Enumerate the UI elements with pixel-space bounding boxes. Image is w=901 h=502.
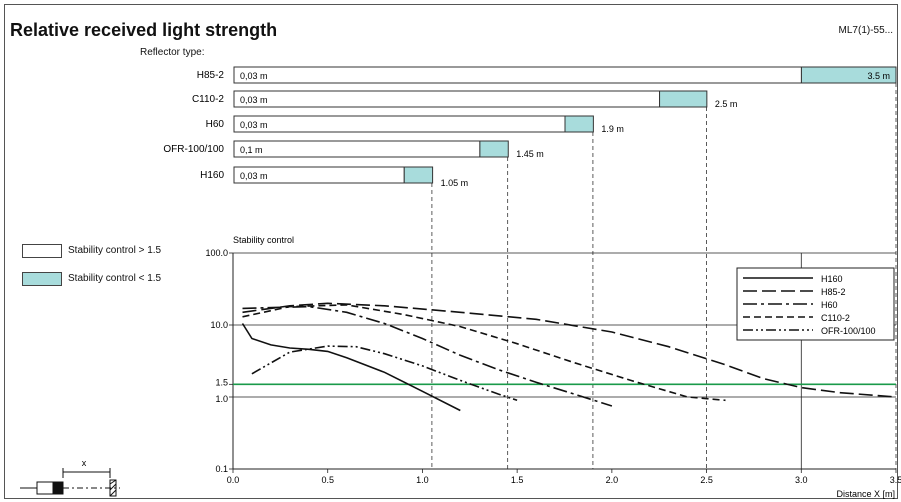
bar-end-label: 1.45 m <box>516 149 544 159</box>
bar-unstable-segment <box>479 140 509 158</box>
y-tick-label: 100.0 <box>205 248 228 258</box>
y-tick-label: 0.1 <box>215 464 228 474</box>
legend-series-label: H85-2 <box>821 287 846 297</box>
product-code: ML7(1)-55... <box>838 25 893 36</box>
y-tick-label: 1.5 <box>215 377 228 387</box>
bar-start-label: 0,03 m <box>240 95 268 105</box>
bar-reflector-name: C110-2 <box>192 94 224 105</box>
bar-start-label: 0,03 m <box>240 171 268 181</box>
y-axis-label: Stability control <box>233 235 294 245</box>
legend-series-label: H60 <box>821 300 838 310</box>
legend-series-label: C110-2 <box>821 313 850 323</box>
bar-stable-segment <box>233 66 802 84</box>
bar-stable-segment <box>233 140 481 158</box>
bar-reflector-name: OFR-100/100 <box>163 144 224 155</box>
legend-label-unstable: Stability control < 1.5 <box>68 273 162 284</box>
legend-series-label: H160 <box>821 274 843 284</box>
bar-start-label: 0,1 m <box>240 145 263 155</box>
x-axis-label: Distance X [m] <box>836 489 895 499</box>
figure-frame <box>4 4 898 499</box>
legend-swatch-stable <box>22 244 62 258</box>
bar-unstable-segment <box>403 166 434 184</box>
bar-reflector-name: H160 <box>200 170 224 181</box>
bar-unstable-segment <box>659 90 708 108</box>
y-tick-label: 10.0 <box>210 320 228 330</box>
reflector-type-label: Reflector type: <box>140 47 205 58</box>
series-line <box>241 323 461 412</box>
series-line <box>251 345 518 402</box>
series-line <box>242 304 726 402</box>
series-line <box>242 302 897 398</box>
x-tick-label: 2.0 <box>606 475 619 485</box>
x-tick-label: 1.0 <box>416 475 429 485</box>
bar-reflector-name: H60 <box>206 119 225 130</box>
sensor-x-label: x <box>82 458 87 468</box>
x-tick-label: 0.5 <box>321 475 334 485</box>
x-tick-label: 3.5 <box>890 475 901 485</box>
bar-unstable-segment <box>800 66 897 84</box>
legend-swatch-unstable <box>22 272 62 286</box>
bar-end-label: 2.5 m <box>715 99 738 109</box>
bar-end-label: 1.9 m <box>601 124 624 134</box>
y-tick-label: 1.0 <box>215 394 228 404</box>
x-tick-label: 2.5 <box>700 475 713 485</box>
bar-end-label: 1.05 m <box>441 178 469 188</box>
bar-stable-segment <box>233 90 661 108</box>
sensor-distance-icon <box>20 468 120 497</box>
series-line <box>242 305 613 407</box>
x-tick-label: 0.0 <box>227 475 240 485</box>
bar-start-label: 0,03 m <box>240 71 268 81</box>
bar-start-label: 0,03 m <box>240 120 268 130</box>
bar-stable-segment <box>233 115 566 133</box>
legend-label-stable: Stability control > 1.5 <box>68 245 162 256</box>
chart-title: Relative received light strength <box>10 20 278 40</box>
x-tick-label: 1.5 <box>511 475 524 485</box>
x-tick-label: 3.0 <box>795 475 808 485</box>
legend-series-label: OFR-100/100 <box>821 326 876 336</box>
bar-reflector-name: H85-2 <box>197 70 225 81</box>
bar-end-label: 3.5 m <box>867 71 890 81</box>
bar-unstable-segment <box>564 115 594 133</box>
